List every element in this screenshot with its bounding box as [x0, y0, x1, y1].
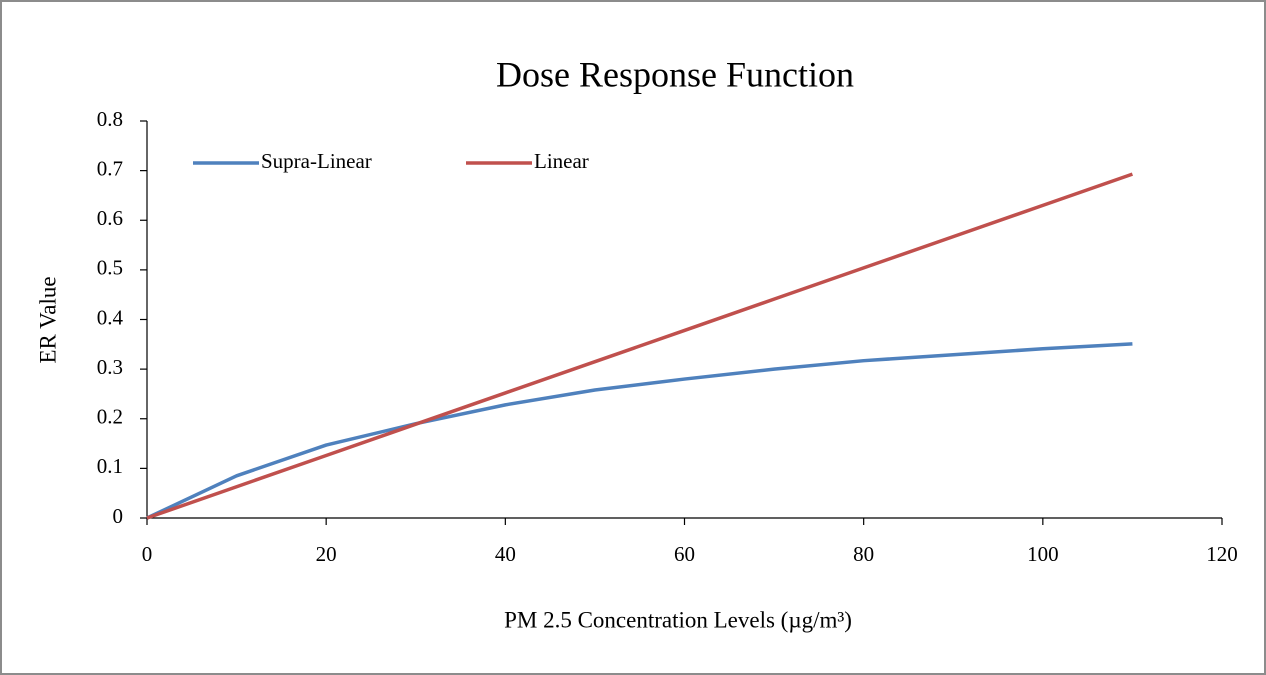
y-tick-label: 0 [113, 504, 124, 528]
y-tick-label: 0.2 [97, 405, 123, 429]
y-tick-label: 0.5 [97, 256, 123, 280]
y-tick-label: 0.3 [97, 355, 123, 379]
x-tick-label: 20 [316, 542, 337, 566]
series-line [146, 172, 1133, 520]
y-tick-label: 0.4 [97, 305, 124, 329]
x-tick-label: 100 [1027, 542, 1059, 566]
x-tick-label: 120 [1206, 542, 1238, 566]
x-tick-label: 80 [853, 542, 874, 566]
x-tick-label: 0 [142, 542, 153, 566]
chart-title: Dose Response Function [496, 54, 854, 94]
y-tick-label: 0.6 [97, 206, 123, 230]
x-tick-label: 40 [495, 542, 516, 566]
series-line [146, 342, 1133, 520]
legend-label: Supra-Linear [261, 149, 372, 173]
x-tick-label: 60 [674, 542, 695, 566]
y-tick-label: 0.7 [97, 156, 123, 180]
y-axis-label: ER Value [35, 276, 60, 363]
y-tick-label: 0.1 [97, 454, 123, 478]
y-tick-label: 0.8 [97, 107, 123, 131]
x-axis-label: PM 2.5 Concentration Levels (µg/m³) [504, 607, 852, 632]
legend-label: Linear [534, 149, 589, 173]
